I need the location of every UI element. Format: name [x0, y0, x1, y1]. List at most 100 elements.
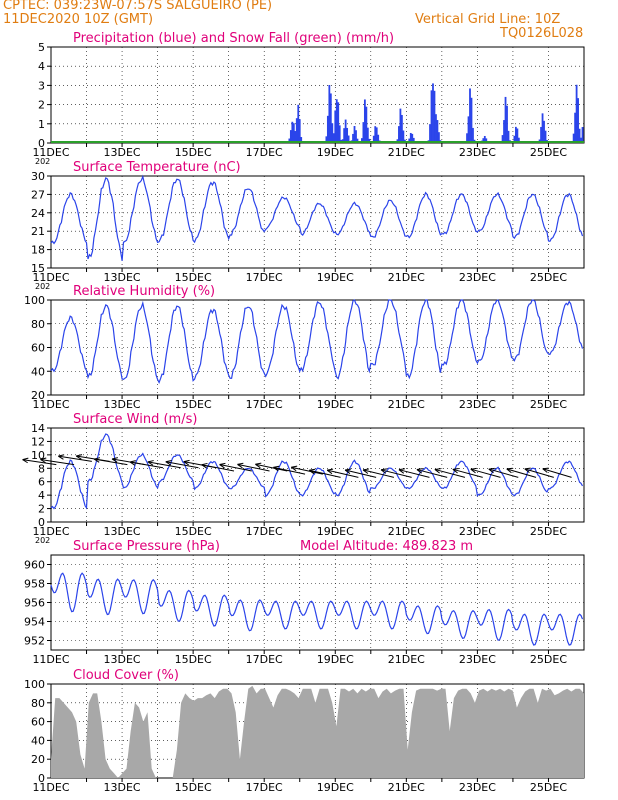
- wind-vector: [380, 469, 412, 478]
- panel-title: Relative Humidity (%): [73, 284, 215, 299]
- y-tick-label: 80: [31, 697, 45, 710]
- precip-bar: [574, 112, 577, 143]
- y-tick-label: 1: [38, 118, 45, 131]
- y-tick-label: 18: [31, 244, 45, 257]
- precip-bar: [362, 122, 365, 143]
- x-tick-label: 13DEC: [104, 146, 141, 159]
- x-tick-label: 21DEC: [388, 525, 425, 538]
- x-tick-label: 11DEC: [32, 398, 69, 411]
- cloud-area: [51, 685, 584, 778]
- wind-vector-head: [40, 457, 47, 464]
- wind-vector-head: [183, 459, 190, 466]
- y-tick-label: 5: [38, 41, 45, 54]
- x-tick-label: 23DEC: [459, 525, 496, 538]
- y-tick-label: 0: [38, 772, 45, 785]
- x-tick-label: 11DEC: [32, 781, 69, 794]
- wind-vector: [506, 468, 537, 478]
- precip-bar: [433, 90, 436, 143]
- x-tick-label: 23DEC: [459, 271, 496, 284]
- wind-vector-head: [22, 457, 29, 464]
- wind-vector: [542, 468, 572, 478]
- y-tick-label: 952: [24, 635, 45, 648]
- y-tick-label: 60: [31, 342, 45, 355]
- run-time: 11DEC2020 10Z (GMT): [3, 12, 154, 27]
- x-tick-label: 25DEC: [530, 398, 567, 411]
- x-tick-label: 17DEC: [246, 398, 283, 411]
- precip-bar: [356, 138, 359, 143]
- wind-speed-line: [50, 433, 584, 510]
- precip-bar: [366, 127, 369, 143]
- precip-bar: [343, 128, 346, 143]
- precip-bar: [506, 105, 508, 143]
- precip-bar: [501, 135, 504, 143]
- wind-vector: [147, 461, 181, 469]
- x-tick-label: 25DEC: [530, 525, 567, 538]
- y-tick-label: 12: [31, 435, 45, 448]
- precip-bar: [291, 121, 294, 143]
- pressure-line: [50, 572, 584, 646]
- y-tick-label: 3: [38, 79, 45, 92]
- precip-bar: [361, 138, 363, 143]
- x-tick-label: 11DEC: [32, 653, 69, 666]
- precip-bar: [575, 84, 578, 143]
- panel-frame: [50, 554, 585, 651]
- precip-bar: [398, 126, 400, 143]
- x-tick-label: 17DEC: [246, 653, 283, 666]
- wind-vector-head: [147, 460, 154, 466]
- precip-bar: [485, 138, 488, 143]
- panel-frame: [50, 427, 585, 523]
- y-tick-label: 60: [31, 716, 45, 729]
- x-tick-label: 19DEC: [317, 398, 354, 411]
- x-tick-label: 15DEC: [175, 398, 212, 411]
- wind-vector-head: [237, 462, 244, 469]
- precip-bar: [374, 126, 377, 143]
- wind-vector-head: [470, 467, 477, 474]
- wind-vector: [273, 466, 306, 475]
- precip-bar: [581, 127, 584, 143]
- wind-vector: [470, 468, 501, 478]
- wind-vector-head: [380, 468, 388, 474]
- precip-bar: [332, 133, 335, 143]
- x-tick-label: 19DEC: [317, 653, 354, 666]
- precip-bar: [338, 125, 341, 143]
- precip-bar: [580, 137, 582, 143]
- precip-bar: [355, 130, 357, 143]
- wind-vector: [219, 464, 252, 472]
- x-tick-label: 19DEC: [317, 271, 354, 284]
- x-year-label: 202: [35, 282, 50, 291]
- x-tick-label: 11DEC: [32, 271, 69, 284]
- wind-vector: [452, 468, 483, 478]
- precip-bar: [432, 83, 434, 143]
- x-tick-label: 25DEC: [530, 653, 567, 666]
- y-tick-label: 27: [31, 188, 45, 201]
- precip-bar: [365, 106, 368, 143]
- y-tick-label: 960: [24, 559, 45, 572]
- y-tick-label: 4: [38, 60, 45, 73]
- wind-vector: [309, 469, 341, 478]
- precip-bar: [472, 127, 474, 143]
- wind-vector-head: [273, 465, 280, 472]
- station-header: CPTEC: 039:23W-07:57S SALGUEIRO (PE): [3, 0, 273, 13]
- precip-bar: [334, 110, 337, 143]
- x-tick-label: 19DEC: [317, 781, 354, 794]
- wind-vector: [165, 461, 199, 469]
- precip-bar: [543, 120, 545, 143]
- wind-vector: [327, 469, 359, 478]
- wind-vector: [58, 455, 92, 462]
- panel-title: Precipitation (blue) and Snow Fall (gree…: [73, 31, 394, 46]
- wind-vector-head: [58, 454, 65, 460]
- wind-vector: [398, 469, 430, 478]
- x-tick-label: 17DEC: [246, 271, 283, 284]
- precip-bar: [572, 133, 575, 143]
- panel-frame: [50, 175, 585, 269]
- wind-vector-head: [362, 468, 370, 474]
- precip-bar: [466, 133, 468, 143]
- x-tick-label: 15DEC: [175, 781, 212, 794]
- x-tick-label: 19DEC: [317, 146, 354, 159]
- y-tick-label: 10: [31, 449, 45, 462]
- wind-vector-head: [344, 468, 352, 474]
- wind-vector-head: [488, 467, 495, 474]
- precip-bar: [503, 120, 505, 143]
- x-tick-label: 25DEC: [530, 781, 567, 794]
